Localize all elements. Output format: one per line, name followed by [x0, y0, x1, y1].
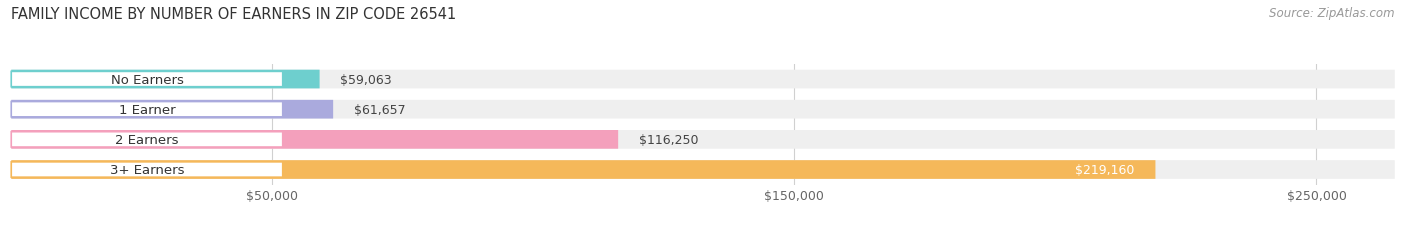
FancyBboxPatch shape	[11, 70, 319, 89]
Text: 3+ Earners: 3+ Earners	[110, 163, 184, 176]
Text: $61,657: $61,657	[354, 103, 406, 116]
FancyBboxPatch shape	[11, 132, 283, 147]
FancyBboxPatch shape	[11, 131, 1395, 149]
FancyBboxPatch shape	[11, 102, 283, 117]
FancyBboxPatch shape	[11, 131, 619, 149]
FancyBboxPatch shape	[11, 100, 1395, 119]
FancyBboxPatch shape	[11, 161, 1395, 179]
Text: $59,063: $59,063	[340, 73, 392, 86]
Text: $219,160: $219,160	[1076, 163, 1135, 176]
Text: FAMILY INCOME BY NUMBER OF EARNERS IN ZIP CODE 26541: FAMILY INCOME BY NUMBER OF EARNERS IN ZI…	[11, 7, 457, 22]
Text: 1 Earner: 1 Earner	[118, 103, 176, 116]
FancyBboxPatch shape	[11, 161, 1156, 179]
FancyBboxPatch shape	[11, 70, 1395, 89]
FancyBboxPatch shape	[11, 100, 333, 119]
Text: Source: ZipAtlas.com: Source: ZipAtlas.com	[1270, 7, 1395, 20]
FancyBboxPatch shape	[11, 72, 283, 87]
Text: 2 Earners: 2 Earners	[115, 133, 179, 146]
Text: No Earners: No Earners	[111, 73, 183, 86]
FancyBboxPatch shape	[11, 162, 283, 177]
Text: $116,250: $116,250	[640, 133, 699, 146]
